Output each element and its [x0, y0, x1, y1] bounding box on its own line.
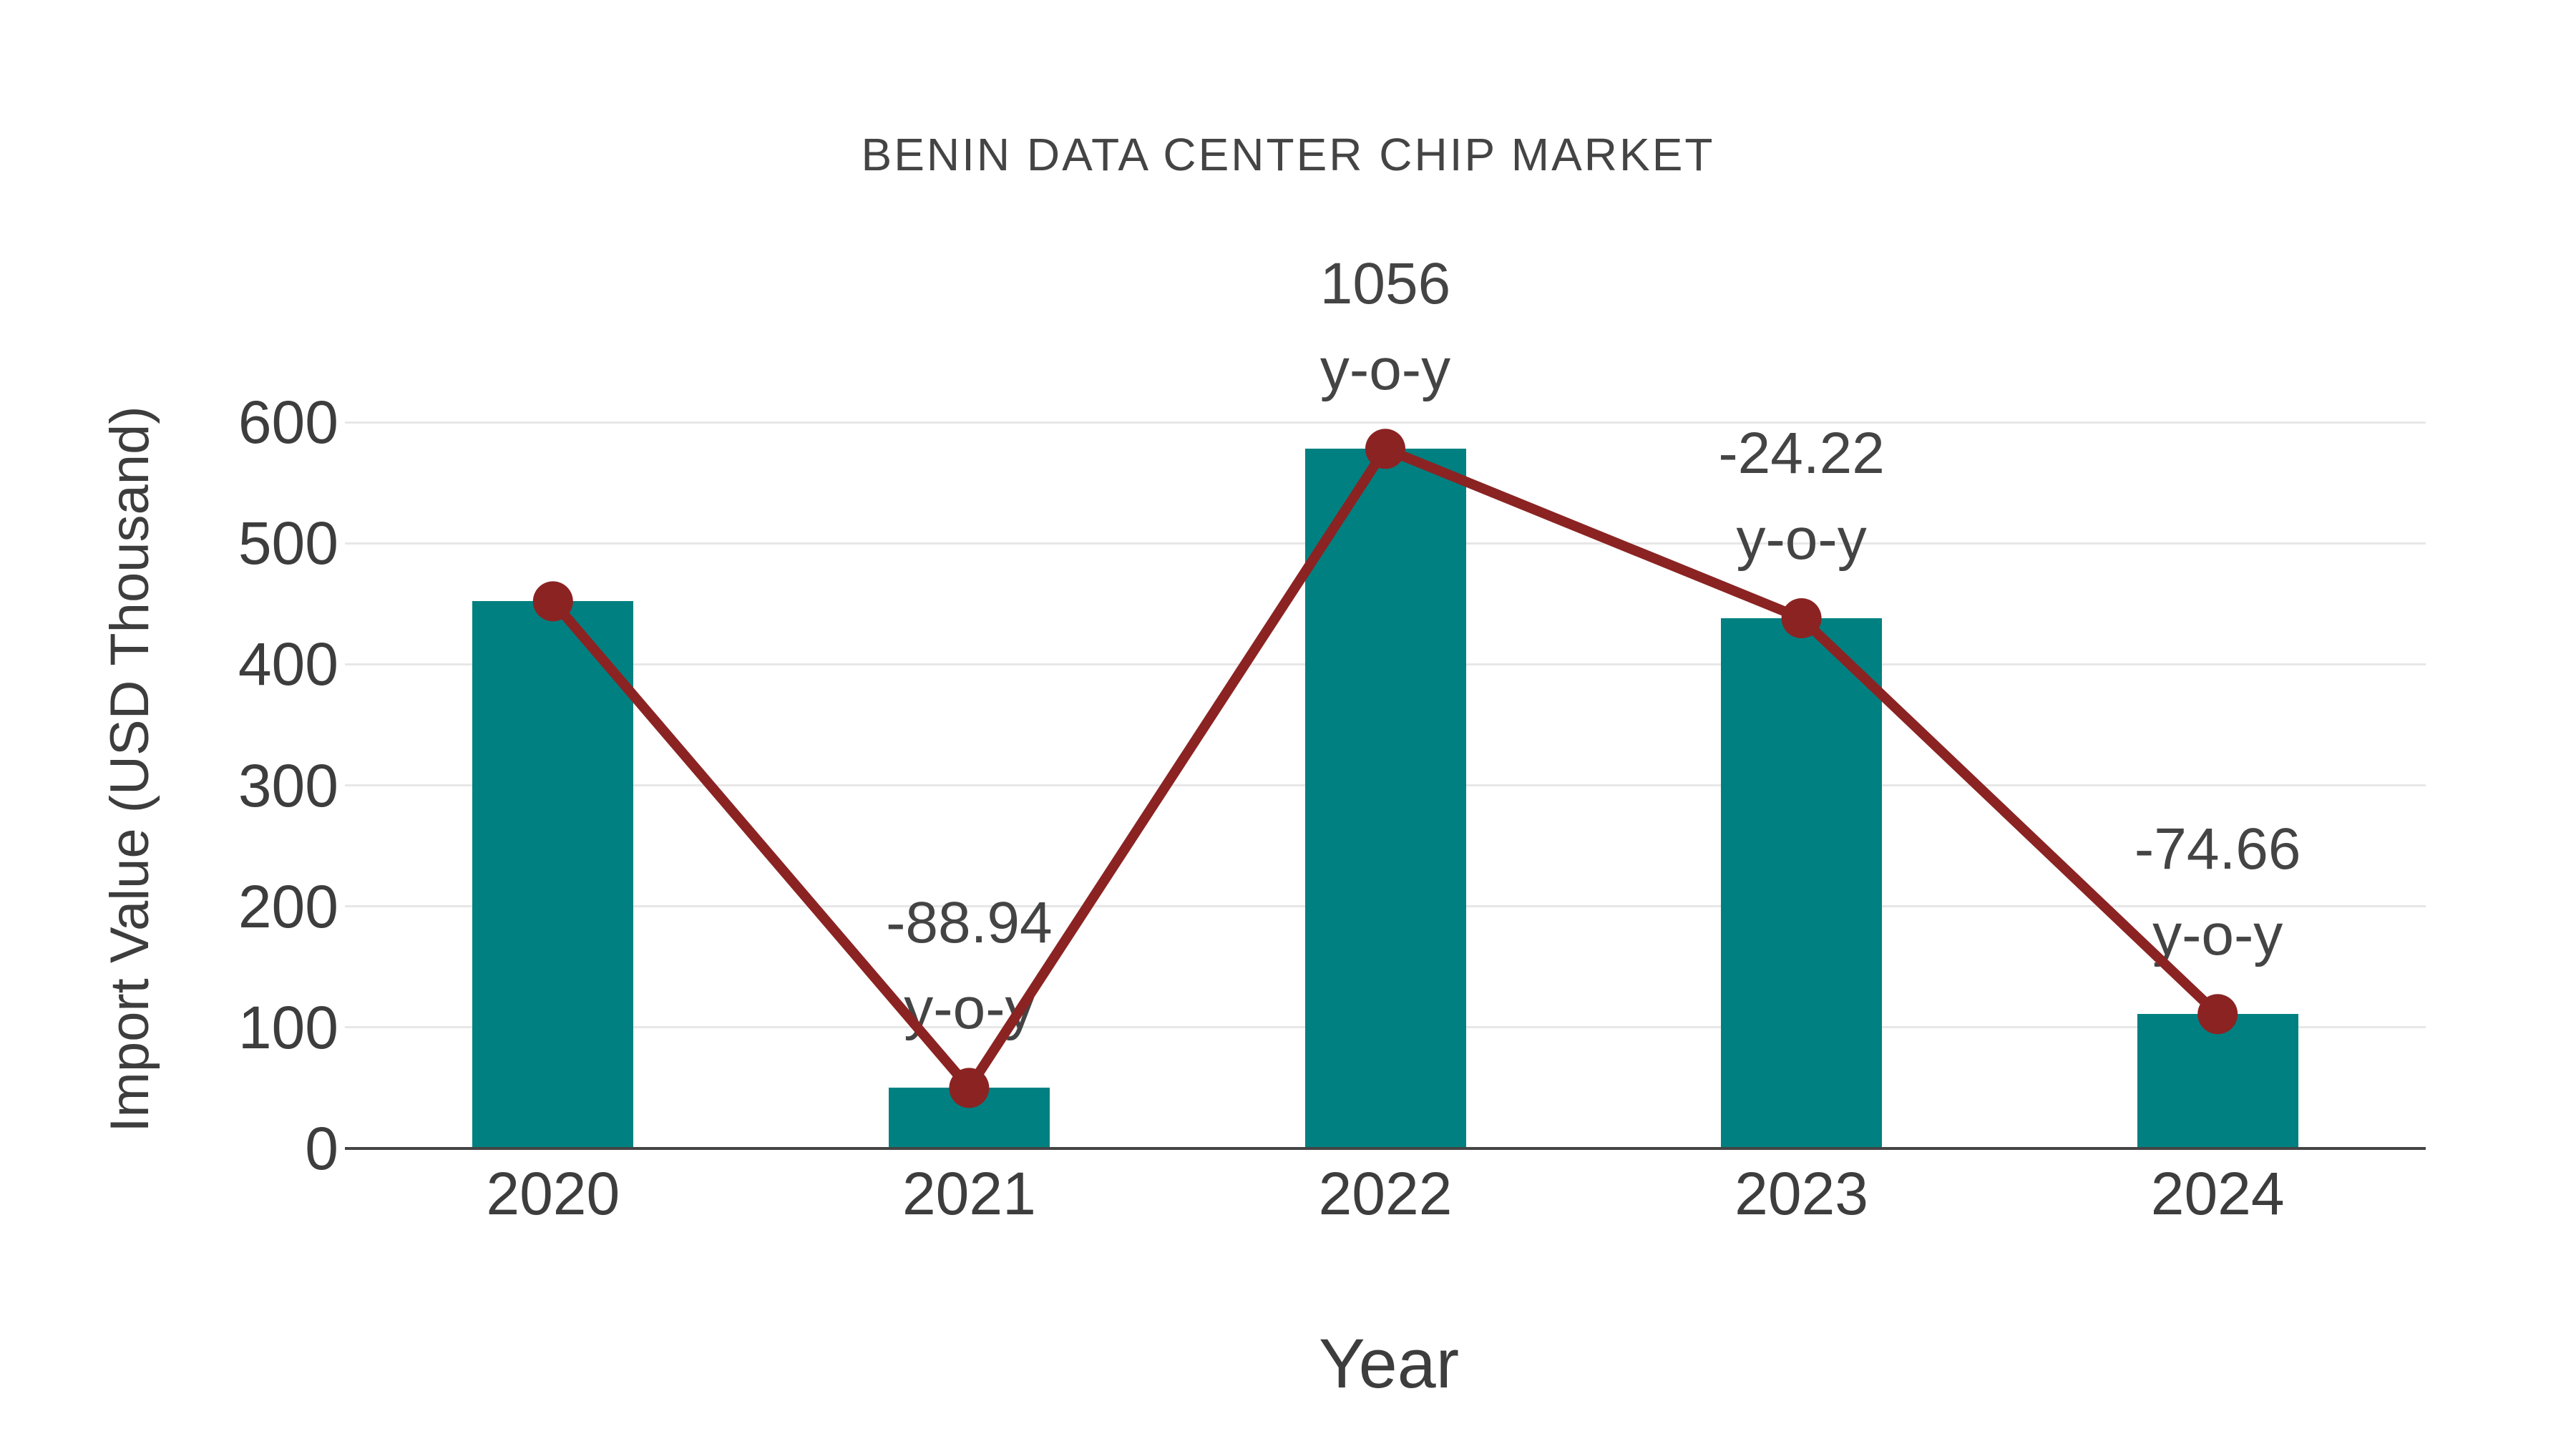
y-tick-400: 400	[238, 630, 338, 698]
x-tick-2020: 2020	[486, 1160, 620, 1227]
annotation-2022-value: 1056	[1319, 251, 1451, 317]
trend-marker-2021	[949, 1068, 990, 1108]
x-axis-line	[345, 1147, 2426, 1150]
annotation-2023-value: -24.22	[1718, 421, 1885, 487]
annotation-2022-suffix: y-o-y	[1319, 337, 1451, 403]
annotation-2024-suffix: y-o-y	[2152, 902, 2283, 968]
y-tick-200: 200	[238, 872, 338, 940]
y-tick-0: 0	[305, 1115, 338, 1182]
trend-line	[549, 442, 2222, 1097]
annotation-2022: 1056 y-o-y	[1099, 241, 1672, 413]
bar-2022	[1304, 449, 1466, 1150]
chart-title: BENIN DATA CENTER CHIP MARKET	[861, 129, 1715, 180]
x-axis-title: Year	[1319, 1324, 1459, 1402]
y-tick-300: 300	[238, 751, 338, 819]
x-tick-2024: 2024	[2150, 1160, 2285, 1227]
trend-marker-2022	[1365, 429, 1405, 469]
bar-2023	[1721, 618, 1883, 1150]
bar-2020	[472, 601, 634, 1150]
trend-marker-2020	[532, 581, 573, 622]
bar-2024	[2137, 1014, 2298, 1150]
x-tick-2023: 2023	[1735, 1160, 1869, 1227]
annotation-2024-value: -74.66	[2134, 816, 2301, 882]
y-tick-600: 600	[238, 389, 338, 456]
annotation-2023: -24.22 y-o-y	[1516, 411, 2088, 582]
x-tick-2021: 2021	[902, 1160, 1036, 1227]
trend-marker-2024	[2197, 994, 2238, 1035]
y-tick-500: 500	[238, 509, 338, 577]
x-tick-2022: 2022	[1318, 1160, 1453, 1227]
gridline-600	[345, 421, 2426, 424]
y-tick-100: 100	[238, 993, 338, 1061]
annotation-2023-suffix: y-o-y	[1736, 507, 1867, 572]
trend-marker-2023	[1781, 598, 1822, 639]
annotation-2024: -74.66 y-o-y	[1931, 806, 2504, 978]
annotation-2021-value: -88.94	[886, 890, 1053, 956]
